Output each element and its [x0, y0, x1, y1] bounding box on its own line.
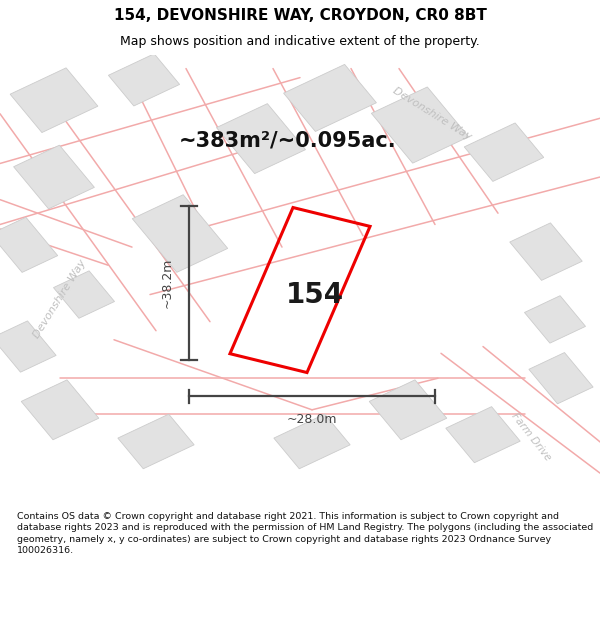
Polygon shape	[10, 68, 98, 132]
Polygon shape	[529, 352, 593, 404]
Text: ~383m²/~0.095ac.: ~383m²/~0.095ac.	[179, 131, 397, 151]
Polygon shape	[284, 64, 376, 131]
Polygon shape	[524, 296, 586, 343]
Polygon shape	[133, 195, 227, 272]
Polygon shape	[464, 123, 544, 181]
Polygon shape	[53, 271, 115, 318]
Polygon shape	[371, 87, 469, 163]
Polygon shape	[0, 217, 58, 272]
Polygon shape	[446, 407, 520, 462]
Polygon shape	[274, 414, 350, 469]
Polygon shape	[109, 54, 179, 106]
Text: Devonshire Way: Devonshire Way	[391, 86, 473, 142]
Text: 154: 154	[286, 281, 344, 309]
Text: Devonshire Way: Devonshire Way	[32, 258, 88, 340]
Polygon shape	[21, 380, 99, 440]
Text: Farm Drive: Farm Drive	[509, 411, 553, 462]
Polygon shape	[510, 223, 582, 281]
Text: ~28.0m: ~28.0m	[287, 413, 337, 426]
Text: ~38.2m: ~38.2m	[161, 258, 174, 309]
Polygon shape	[14, 145, 94, 209]
Polygon shape	[0, 321, 56, 372]
Text: 154, DEVONSHIRE WAY, CROYDON, CR0 8BT: 154, DEVONSHIRE WAY, CROYDON, CR0 8BT	[113, 8, 487, 23]
Text: Map shows position and indicative extent of the property.: Map shows position and indicative extent…	[120, 35, 480, 48]
Polygon shape	[118, 414, 194, 469]
Text: Contains OS data © Crown copyright and database right 2021. This information is : Contains OS data © Crown copyright and d…	[17, 512, 593, 555]
Polygon shape	[369, 380, 447, 440]
Polygon shape	[217, 104, 305, 174]
